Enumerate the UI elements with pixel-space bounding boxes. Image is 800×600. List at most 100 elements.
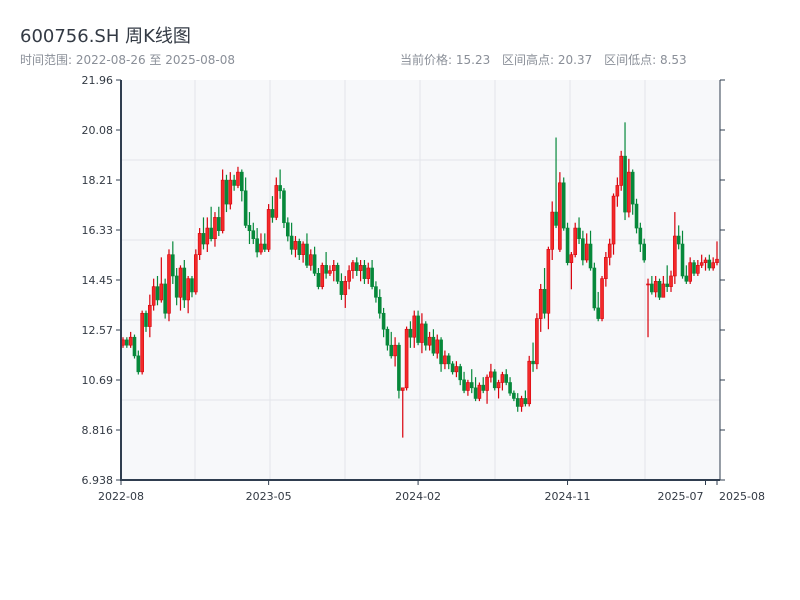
candle-body (604, 257, 608, 279)
candle (600, 275, 604, 322)
candle (611, 193, 616, 255)
candle-body (366, 267, 371, 279)
candle-body (186, 278, 190, 301)
candle (462, 371, 466, 394)
candle-body (374, 286, 378, 298)
candle (251, 222, 256, 245)
candle (711, 257, 715, 271)
candle (492, 369, 497, 391)
candle-body (217, 217, 221, 232)
y-tick-label: 21.96 (82, 74, 114, 87)
candle-body (711, 262, 715, 269)
candle (262, 233, 267, 253)
candle-body (404, 328, 409, 389)
candle (167, 249, 171, 322)
candle-body (385, 328, 390, 346)
candle (531, 342, 535, 372)
candle-body (247, 225, 252, 232)
candle-body (588, 243, 593, 269)
candle (646, 278, 650, 338)
candle (466, 379, 470, 396)
candle (680, 230, 685, 279)
candle (427, 331, 432, 351)
candle-body (680, 243, 685, 277)
candle (136, 350, 141, 375)
candle-body (642, 243, 646, 261)
y-tick-label: 10.69 (82, 374, 114, 387)
candle-body (351, 262, 355, 271)
range-high: 区间高点: 20.37 (502, 53, 593, 67)
candle-body (619, 155, 623, 186)
y-tick-label: 12.57 (82, 324, 114, 337)
candle (404, 326, 409, 391)
candle (458, 363, 463, 386)
candle (285, 217, 290, 242)
candle-body (592, 267, 597, 309)
candle-body (584, 243, 589, 261)
candle (443, 350, 447, 370)
candle (630, 169, 635, 215)
candle-body (699, 262, 704, 266)
candle (703, 257, 708, 271)
candle-body (389, 344, 394, 357)
candle (481, 377, 486, 394)
candle-body (435, 339, 440, 354)
candle (638, 222, 643, 253)
candle (224, 174, 229, 213)
candle (393, 337, 397, 367)
candle-body (228, 179, 233, 205)
candle-body (125, 339, 129, 346)
candle-body (634, 203, 639, 229)
candle (699, 254, 704, 268)
candle (232, 174, 236, 191)
candle (159, 257, 164, 303)
candle (316, 267, 321, 290)
candle (293, 236, 298, 258)
candle (420, 313, 424, 354)
candle-body (381, 312, 386, 330)
candle (385, 326, 390, 351)
candle (469, 369, 474, 394)
candle (125, 337, 129, 348)
candle-body (201, 233, 206, 245)
candle (155, 275, 160, 306)
candle (558, 172, 562, 253)
candle-body (420, 323, 424, 343)
candle (554, 137, 558, 229)
candle (416, 310, 420, 346)
candle-body (523, 398, 528, 405)
candle (400, 387, 405, 438)
candle (485, 374, 489, 404)
candle (186, 275, 190, 314)
candle-body (607, 243, 612, 258)
candle (228, 172, 233, 210)
candle-body (278, 185, 282, 192)
candle-body (657, 281, 662, 298)
candle (673, 212, 677, 284)
candle (148, 294, 152, 338)
candle-body (439, 339, 443, 365)
y-tick-label: 8.816 (82, 424, 114, 437)
candle-body (692, 262, 696, 274)
x-tick-label: 2025-08 (719, 490, 765, 503)
candle-body (370, 267, 374, 287)
candle-body (638, 227, 643, 245)
candle (282, 188, 286, 229)
candle-body (431, 336, 436, 354)
candle (255, 228, 259, 258)
candle (205, 217, 210, 253)
candle-body (148, 304, 152, 327)
candles (121, 122, 719, 438)
candle-body (558, 182, 562, 250)
candle-body (251, 230, 256, 240)
candle-body (600, 278, 604, 319)
candle (335, 262, 340, 284)
candle-body (301, 243, 305, 255)
candle-body (469, 382, 474, 389)
candle (650, 275, 654, 295)
x-tick-label: 2025-07 (658, 490, 704, 503)
candle-body (462, 379, 466, 391)
candle-body (446, 355, 451, 365)
candle (538, 283, 543, 332)
candle-body (312, 254, 317, 274)
